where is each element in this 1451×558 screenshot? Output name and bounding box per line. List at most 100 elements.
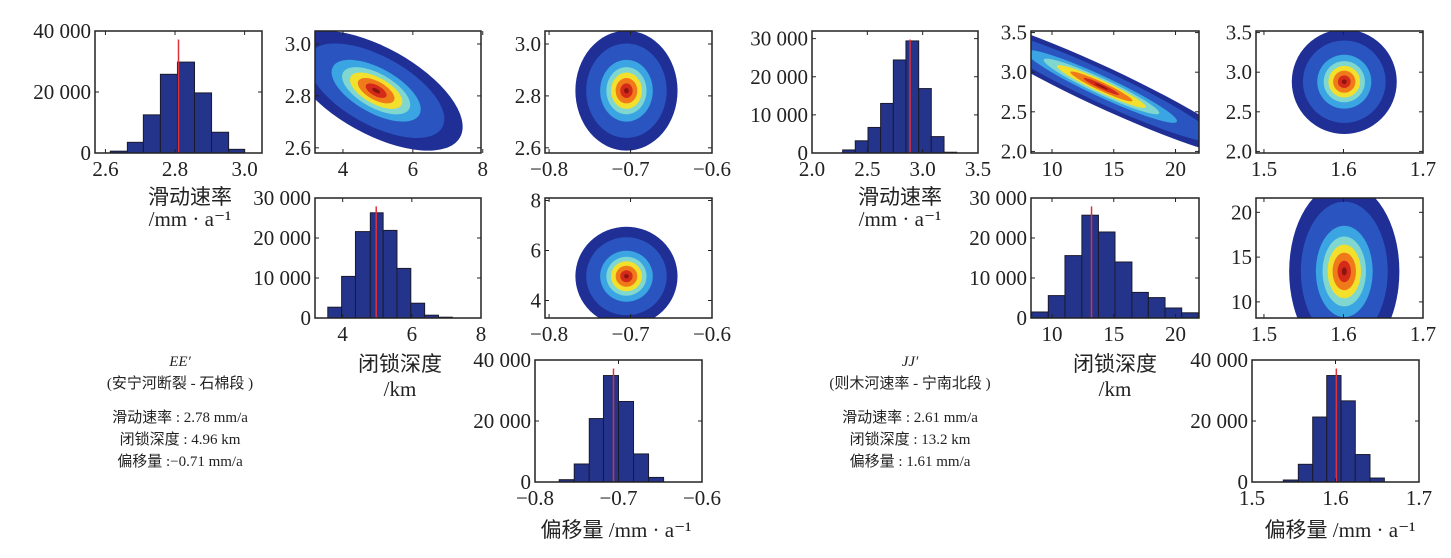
y-tick-label: 3.0 — [1226, 60, 1252, 84]
y-tick-label: 0 — [1238, 470, 1249, 494]
y-tick-label: 3.0 — [1001, 60, 1027, 84]
y-tick-label: 20 000 — [253, 226, 311, 250]
x-tick-label: 6 — [408, 157, 419, 181]
axis-label-unit: /km — [383, 377, 417, 401]
x-tick-label: 1.5 — [1251, 322, 1277, 346]
axes-frame — [544, 197, 713, 319]
y-tick-label: 2.5 — [1001, 100, 1027, 124]
y-tick-label: 20 000 — [750, 65, 808, 89]
histogram-bar — [867, 126, 882, 153]
y-tick-label: 30 000 — [253, 186, 311, 210]
histogram-bar — [1297, 463, 1314, 482]
histogram-bar — [396, 267, 412, 318]
histogram-bar — [1369, 477, 1385, 482]
x-tick-label: −0.6 — [693, 157, 731, 181]
result-slip-rate: 滑动速率 : 2.78 mm/a — [112, 410, 248, 426]
left-slip-rate-label: 滑动速率 /mm · a⁻¹ — [148, 186, 232, 230]
histogram-bar — [602, 375, 619, 482]
histogram-bar — [354, 231, 371, 318]
y-tick-label: 2.5 — [1226, 100, 1252, 124]
ee-depth-vs-offset-panel: −0.8 −0.7 −0.6 4 6 8 — [530, 189, 731, 347]
histogram-bar — [1047, 295, 1066, 318]
histogram-bar — [1340, 400, 1356, 482]
x-tick-label: 20 — [1165, 322, 1186, 346]
ee-slip-vs-offset-panel: −0.8 −0.7 −0.6 2.6 2.8 3.0 — [515, 30, 731, 181]
axis-label-unit: /km — [1098, 377, 1132, 401]
histogram-bar — [892, 59, 907, 153]
y-tick-label: 4 — [531, 289, 542, 313]
ee-slip-hist-panel: 2.6 2.8 3.0 0 20 000 40 000 — [33, 19, 263, 181]
profile-name: EE′ — [169, 354, 191, 370]
y-tick-label: 15 — [1231, 245, 1252, 269]
histogram-bar — [1114, 261, 1133, 318]
y-tick-label: 2.6 — [285, 136, 311, 160]
jj-offset-hist-panel: 1.5 1.6 1.7 0 20 000 40 000 — [1190, 348, 1432, 510]
density-contour — [1341, 267, 1347, 276]
x-tick-label: 8 — [476, 322, 487, 346]
y-tick-label: 3.0 — [285, 32, 311, 56]
histogram-bar — [126, 141, 144, 153]
histogram-bar — [880, 102, 894, 153]
histogram-bar — [905, 40, 920, 153]
segment-name: (安宁河断裂 - 石棉段 ) — [106, 376, 254, 392]
left-lock-depth-label: 闭锁深度 /km — [358, 352, 442, 402]
x-tick-label: −0.8 — [516, 486, 554, 510]
y-tick-label: 10 000 — [750, 103, 808, 127]
x-tick-label: 10 — [1042, 322, 1063, 346]
x-tick-label: 8 — [477, 157, 488, 181]
y-tick-label: 20 000 — [33, 80, 91, 104]
y-tick-label: 0 — [81, 141, 92, 165]
x-tick-label: 2.5 — [854, 157, 880, 181]
plot-area — [1289, 198, 1400, 318]
x-tick-label: 2.6 — [92, 157, 118, 181]
x-tick-label: 2.0 — [799, 157, 825, 181]
ee-slip-vs-depth-panel: 4 6 8 2.6 2.8 3.0 — [285, 30, 488, 181]
histogram-bar — [1164, 307, 1183, 318]
y-tick-label: 0 — [301, 306, 312, 330]
histogram-bar — [1064, 255, 1083, 318]
axis-label-name: 闭锁深度 — [358, 352, 442, 376]
plot-area — [315, 31, 463, 151]
x-tick-label: 2.8 — [162, 157, 188, 181]
profile-name: JJ′ — [901, 354, 919, 370]
right-offset-label: 偏移量 /mm · a⁻¹ — [1264, 518, 1416, 542]
y-tick-label: 0 — [521, 470, 532, 494]
histogram-bar — [341, 275, 356, 318]
histogram-bar — [854, 140, 869, 153]
plot-area — [575, 226, 678, 318]
y-tick-label: 3.0 — [515, 32, 541, 56]
histogram-bar — [1326, 375, 1342, 482]
plot-area — [1291, 31, 1397, 134]
x-tick-label: −0.6 — [683, 486, 721, 510]
axis-label-name: 闭锁深度 — [1073, 352, 1157, 376]
plot-area — [558, 368, 665, 482]
left-offset-label: 偏移量 /mm · a⁻¹ — [540, 518, 692, 542]
x-tick-label: −0.8 — [530, 157, 568, 181]
jj-slip-hist-panel: 2.0 2.5 3.0 3.5 0 10 000 20 000 30 000 — [750, 27, 991, 181]
histogram-bar — [930, 136, 945, 153]
y-tick-label: 8 — [531, 189, 542, 213]
x-tick-label: 6 — [407, 322, 418, 346]
axes-frame — [1255, 30, 1424, 154]
jj-depth-vs-offset-panel: 1.5 1.6 1.7 10 15 20 — [1231, 197, 1436, 346]
result-lock-depth: 闭锁深度 : 13.2 km — [849, 432, 971, 448]
right-slip-rate-label: 滑动速率 /mm · a⁻¹ — [858, 186, 942, 230]
density-contour — [372, 87, 381, 94]
x-tick-label: 1.5 — [1251, 157, 1277, 181]
y-tick-label: 3.5 — [1001, 21, 1027, 45]
x-tick-label: −0.7 — [599, 486, 637, 510]
x-tick-label: 1.7 — [1410, 157, 1436, 181]
axes-frame — [1030, 30, 1200, 154]
ee-offset-hist-panel: −0.8 −0.7 −0.6 0 20 000 40 000 — [473, 348, 721, 510]
y-tick-label: 2.0 — [1226, 139, 1252, 163]
axes-frame — [1030, 197, 1200, 319]
x-tick-label: 1.7 — [1410, 322, 1436, 346]
right-info-block: JJ′ (则木河速率 - 宁南北段 ) 滑动速率 : 2.61 mm/a 闭锁深… — [829, 351, 990, 473]
y-tick-label: 2.6 — [515, 136, 541, 160]
axes-frame — [1255, 197, 1424, 319]
plot-area — [327, 206, 453, 318]
x-tick-label: 1.6 — [1330, 157, 1356, 181]
x-tick-label: 4 — [338, 157, 349, 181]
plot-area — [842, 39, 958, 153]
